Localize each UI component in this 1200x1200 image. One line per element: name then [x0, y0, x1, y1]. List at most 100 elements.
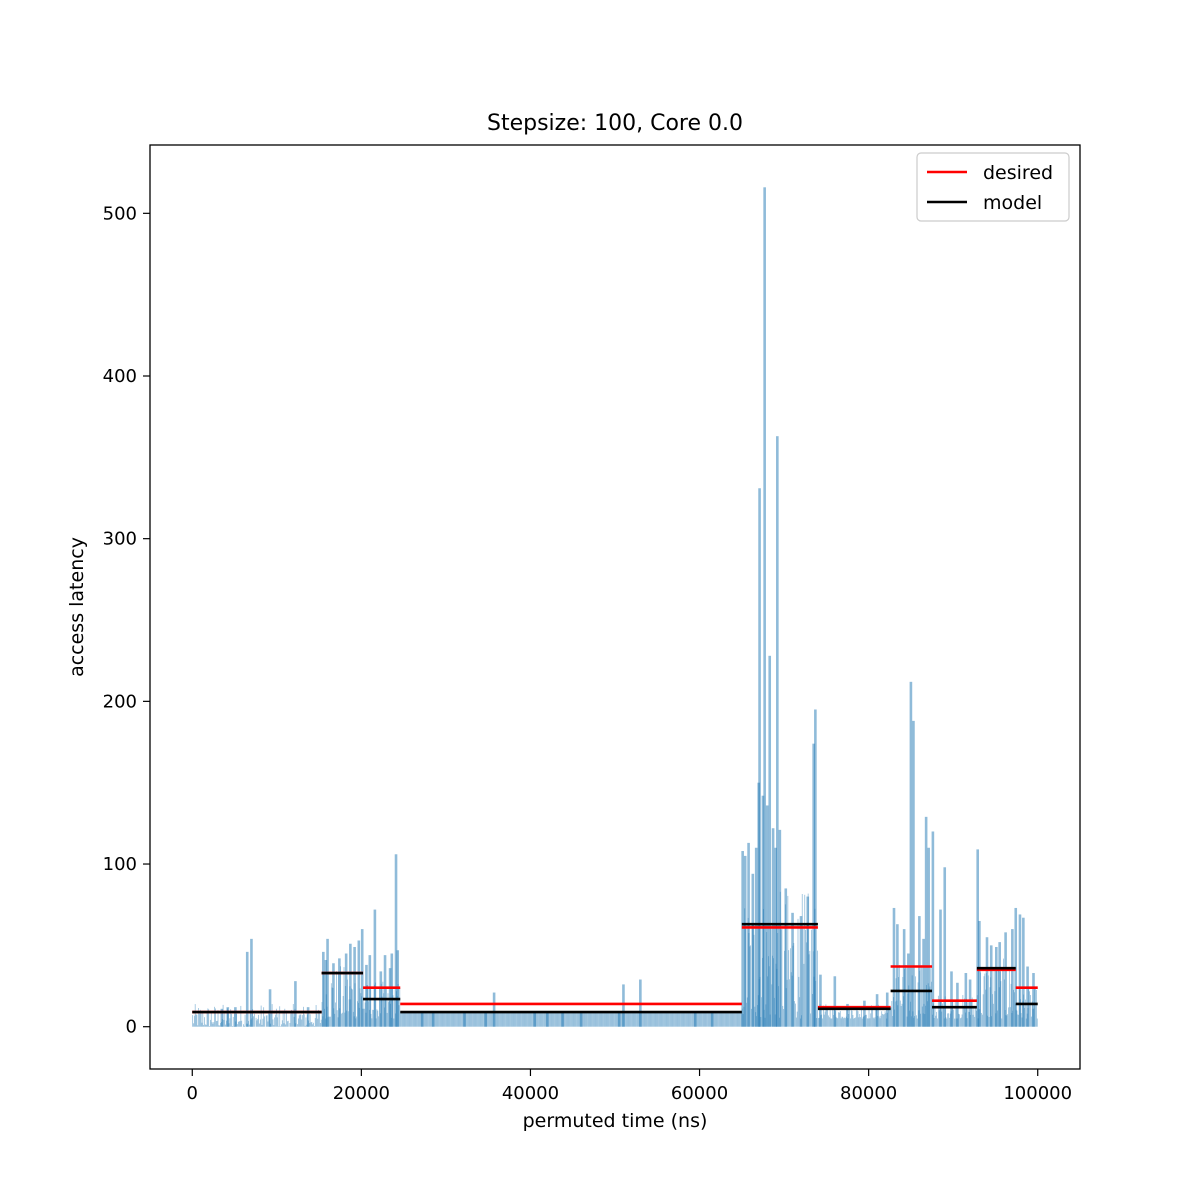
latency-bar	[717, 1012, 719, 1027]
latency-bar	[331, 987, 333, 1027]
latency-bar	[730, 1012, 732, 1027]
latency-bar	[573, 1012, 575, 1027]
latency-bar	[697, 1012, 698, 1027]
latency-bar	[208, 1009, 210, 1027]
latency-bar	[954, 1018, 955, 1027]
latency-bar	[805, 929, 806, 1027]
latency-bar	[347, 1011, 349, 1027]
latency-bar	[653, 1012, 654, 1027]
latency-bar	[539, 1012, 541, 1027]
latency-bar	[946, 1018, 948, 1027]
latency-bar	[313, 1022, 314, 1027]
latency-bar	[915, 1015, 917, 1027]
latency-bar	[703, 1012, 705, 1027]
latency-bar	[418, 1012, 419, 1027]
latency-bar	[337, 1017, 339, 1027]
latency-bar	[947, 1013, 949, 1027]
latency-bar	[594, 1012, 596, 1027]
latency-bar	[589, 1012, 591, 1027]
latency-bar	[298, 1015, 300, 1027]
latency-bar	[306, 1024, 308, 1027]
latency-bar	[363, 1008, 365, 1027]
latency-bar	[806, 942, 807, 1027]
latency-bar	[479, 1012, 481, 1027]
latency-bar	[212, 1023, 214, 1027]
latency-spike	[846, 1003, 849, 1027]
latency-bar	[530, 1012, 532, 1027]
latency-bar	[850, 1010, 852, 1027]
latency-bar	[963, 1008, 965, 1027]
latency-bar	[522, 1012, 523, 1027]
latency-bar	[1030, 1016, 1032, 1027]
latency-bar	[261, 1024, 263, 1027]
latency-bar	[658, 1012, 660, 1027]
latency-bar	[1010, 983, 1012, 1027]
latency-bar	[549, 1012, 551, 1027]
latency-bar	[483, 1012, 485, 1027]
latency-bar	[472, 1012, 474, 1027]
latency-spike	[763, 187, 766, 1027]
latency-bar	[239, 1021, 241, 1027]
latency-bar	[257, 1018, 259, 1027]
latency-bar	[248, 1024, 250, 1027]
latency-bar	[782, 1005, 784, 1027]
latency-bar	[520, 1012, 522, 1027]
latency-bar	[596, 1012, 598, 1027]
latency-bar	[670, 1012, 672, 1027]
latency-bar	[537, 1012, 538, 1027]
latency-spike	[989, 945, 993, 1027]
latency-bar	[516, 1012, 517, 1027]
latency-bar	[500, 1012, 502, 1027]
latency-spike	[234, 1007, 237, 1027]
latency-bar	[275, 1008, 277, 1027]
latency-bar	[430, 1012, 432, 1027]
latency-spike	[1004, 932, 1007, 1027]
latency-bar	[457, 1012, 459, 1027]
latency-bar	[511, 1012, 513, 1027]
latency-bar	[379, 987, 380, 1027]
latency-bar	[243, 1024, 244, 1027]
latency-bar	[597, 1012, 599, 1027]
latency-spike	[765, 805, 769, 1027]
latency-bar	[519, 1012, 521, 1027]
latency-bar	[452, 1012, 454, 1027]
latency-bar	[218, 1025, 220, 1027]
latency-bar	[732, 1012, 734, 1027]
latency-bar	[518, 1012, 520, 1027]
latency-spike	[806, 896, 810, 1027]
latency-bar	[804, 894, 806, 1027]
latency-bar	[507, 1012, 509, 1027]
latency-spike	[812, 743, 815, 1027]
latency-bar	[521, 1012, 522, 1027]
latency-bar	[731, 1012, 733, 1027]
latency-spike	[694, 1012, 697, 1027]
latency-bar	[841, 1016, 843, 1027]
latency-bar	[633, 1012, 635, 1027]
latency-bar	[654, 1012, 656, 1027]
latency-bar	[676, 1012, 678, 1027]
latency-bar	[724, 1012, 726, 1027]
latency-bar	[675, 1012, 676, 1027]
latency-bar	[260, 1005, 262, 1027]
latency-bar	[702, 1012, 703, 1027]
latency-spike	[1032, 973, 1035, 1027]
latency-spike	[294, 981, 297, 1027]
latency-spike	[978, 920, 981, 1027]
latency-bar	[626, 1012, 628, 1027]
latency-bar	[196, 1014, 198, 1027]
latency-bar	[936, 1011, 938, 1027]
latency-spike	[710, 1012, 714, 1027]
latency-bar	[524, 1012, 526, 1027]
latency-bar	[428, 1012, 429, 1027]
latency-spike	[875, 994, 879, 1027]
latency-bar	[283, 1023, 285, 1027]
latency-bar	[1021, 1017, 1023, 1027]
latency-bar	[426, 1012, 428, 1027]
latency-bar	[837, 1018, 839, 1027]
latency-bar	[470, 1012, 472, 1027]
latency-bar	[514, 1012, 516, 1027]
latency-bar	[836, 1017, 838, 1027]
latency-bar	[291, 1009, 292, 1027]
latency-bar	[1007, 1014, 1009, 1027]
latency-bar	[565, 1012, 566, 1027]
